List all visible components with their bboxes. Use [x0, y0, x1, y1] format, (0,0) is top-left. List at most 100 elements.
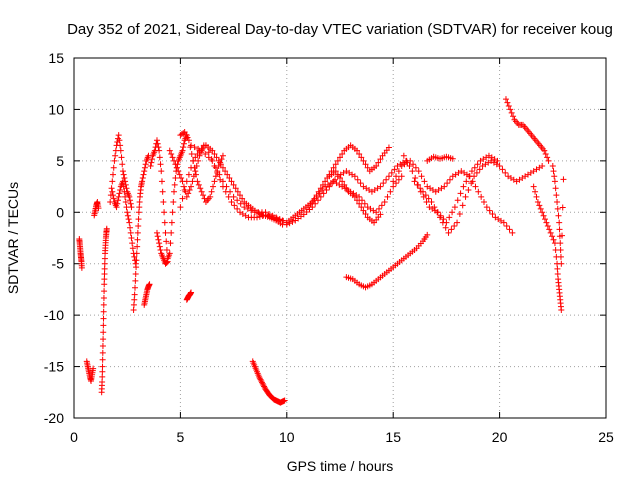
data-point-fill — [202, 151, 209, 157]
series-seg-y — [411, 157, 546, 236]
data-point — [181, 129, 188, 136]
data-point-fill — [183, 131, 190, 138]
data-point — [95, 205, 102, 212]
data-point — [168, 219, 175, 226]
series-seg-g — [130, 152, 152, 313]
data-point — [411, 178, 418, 185]
data-point — [260, 382, 267, 389]
data-point — [398, 173, 405, 180]
data-point — [543, 219, 550, 226]
y-tick-label: -20 — [44, 410, 64, 426]
data-point — [541, 147, 548, 154]
data-point-fill — [225, 193, 232, 200]
data-point-fill — [129, 245, 136, 252]
data-point — [209, 147, 216, 154]
plot-frame — [73, 57, 607, 419]
data-point — [100, 301, 107, 308]
data-point — [171, 157, 178, 164]
data-point — [119, 168, 126, 175]
data-point — [162, 229, 169, 236]
data-point-fill — [387, 188, 394, 195]
series-seg-h — [141, 281, 153, 308]
data-point-fill — [256, 213, 263, 220]
data-point-fill — [232, 185, 239, 192]
data-point-fill — [362, 211, 369, 217]
x-tick-label: 20 — [492, 429, 508, 445]
data-point-fill — [231, 202, 238, 209]
data-point-fill — [181, 187, 188, 193]
data-point-fill — [197, 185, 204, 192]
y-tick-label: 10 — [48, 101, 64, 117]
data-point — [146, 281, 153, 288]
data-point-fill — [537, 205, 544, 212]
data-point-fill — [403, 157, 410, 164]
data-point-fill — [148, 159, 155, 166]
data-point-fill — [258, 379, 265, 386]
data-point-fill — [330, 164, 337, 171]
data-point-fill — [133, 257, 140, 264]
data-point — [177, 204, 184, 211]
data-point-fill — [117, 187, 124, 193]
series-seg-k — [183, 289, 195, 303]
data-point-fill — [499, 166, 506, 173]
data-point-fill — [319, 187, 326, 193]
data-point-fill — [559, 232, 566, 239]
data-point-fill — [414, 181, 421, 188]
data-point — [373, 163, 380, 169]
data-point — [462, 193, 469, 200]
data-point — [188, 183, 195, 190]
data-point — [534, 199, 541, 205]
data-point-fill — [122, 199, 129, 205]
data-point-fill — [169, 209, 176, 216]
data-point — [153, 137, 160, 144]
data-point-fill — [185, 190, 192, 197]
data-point-fill — [154, 233, 161, 240]
data-point-fill — [248, 207, 255, 214]
data-point-fill — [425, 195, 432, 202]
data-point — [475, 188, 482, 195]
series-seg-j — [153, 229, 171, 267]
data-point — [460, 183, 467, 190]
data-point-fill — [134, 243, 141, 250]
data-point-fill — [101, 260, 108, 267]
data-point-fill — [422, 192, 429, 199]
data-point — [254, 214, 261, 221]
data-point — [100, 322, 107, 329]
series-seg-u — [326, 168, 384, 226]
data-point-fill — [179, 195, 186, 202]
data-point-fill — [378, 202, 385, 209]
data-point-fill — [473, 169, 480, 176]
series-seg-o — [188, 142, 290, 226]
data-point — [558, 260, 565, 267]
data-point-fill — [101, 271, 108, 277]
data-point — [128, 235, 135, 241]
data-point — [188, 289, 195, 296]
data-point-fill — [504, 99, 511, 106]
data-point-fill — [557, 247, 564, 253]
data-point-fill — [139, 175, 146, 181]
data-point-fill — [99, 368, 106, 375]
data-point-fill — [127, 200, 134, 207]
data-point-fill — [234, 205, 241, 212]
data-point — [103, 225, 110, 232]
data-point — [179, 147, 186, 154]
tick-labels: 0 5 10 15 20 25 -20 -15 -10 -5 0 5 10 15 — [44, 50, 614, 445]
data-point — [471, 173, 478, 180]
data-point — [409, 168, 416, 175]
data-point — [211, 163, 218, 169]
x-tick-label: 5 — [177, 429, 185, 445]
data-point-fill — [134, 236, 141, 243]
data-point — [557, 240, 564, 247]
data-point-fill — [236, 192, 243, 199]
data-point-fill — [155, 144, 162, 151]
data-point-fill — [454, 197, 461, 204]
series-seg-f — [109, 178, 139, 267]
data-point-fill — [110, 171, 117, 178]
data-point — [133, 250, 140, 257]
data-point — [339, 178, 346, 185]
data-point-fill — [456, 211, 463, 217]
y-tick-label: 5 — [56, 153, 64, 169]
data-point — [334, 157, 341, 164]
data-point-fill — [100, 308, 107, 315]
grid-lines — [74, 58, 606, 418]
